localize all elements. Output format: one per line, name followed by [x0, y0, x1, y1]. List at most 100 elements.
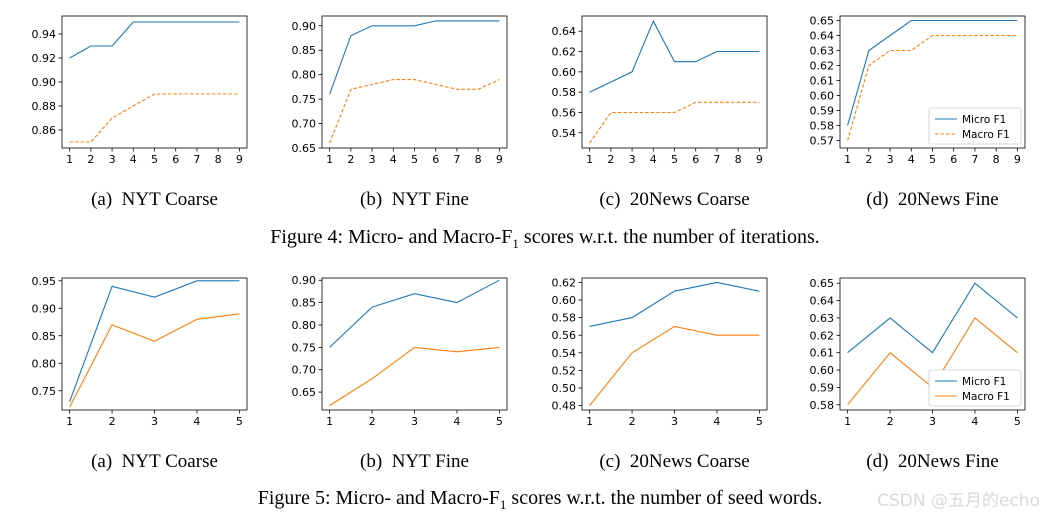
y-tick-label: 0.85 — [32, 330, 57, 343]
x-tick-label: 3 — [369, 153, 376, 166]
x-tick-label: 5 — [151, 153, 158, 166]
macro-f1-line — [329, 79, 500, 144]
subplot-caption: (a) NYT Coarse — [91, 451, 218, 472]
legend: Micro F1 Macro F1 — [928, 107, 1022, 145]
figure-5-caption: Figure 5: Micro- and Macro-F1 scores w.r… — [258, 487, 823, 512]
figure-5-caption-prefix: Figure 5: Micro- and Macro-F — [258, 487, 500, 509]
plot-frame — [61, 277, 248, 411]
x-tick-label: 4 — [390, 153, 397, 166]
x-tick-label: 8 — [993, 153, 1000, 166]
x-tick-label: 7 — [193, 153, 200, 166]
x-tick-label: 2 — [629, 415, 636, 428]
y-tick-label: 0.86 — [32, 124, 57, 137]
y-tick-label: 0.90 — [292, 20, 317, 33]
x-tick-label: 3 — [929, 415, 936, 428]
x-tick-label: 3 — [671, 415, 678, 428]
micro-f1-line — [847, 282, 1018, 354]
y-tick-label: 0.60 — [552, 294, 577, 307]
y-tick-label: 0.75 — [292, 341, 317, 354]
x-tick-label: 4 — [908, 153, 915, 166]
y-tick-label: 0.58 — [810, 399, 835, 412]
x-tick-label: 5 — [671, 153, 678, 166]
x-tick-label: 9 — [1014, 153, 1021, 166]
subplot-caption: (d) 20News Fine — [866, 189, 998, 210]
legend-entry: Micro F1 — [962, 114, 1006, 126]
watermark: CSDN @五月的echo — [877, 491, 1040, 511]
y-tick-label: 0.56 — [552, 106, 577, 119]
y-tick-label: 0.70 — [292, 364, 317, 377]
x-tick-label: 8 — [215, 153, 222, 166]
x-tick-label: 1 — [586, 153, 593, 166]
x-tick-label: 1 — [586, 415, 593, 428]
micro-f1-line — [589, 19, 760, 93]
x-tick-label: 5 — [496, 415, 503, 428]
micro-f1-line — [329, 20, 500, 95]
y-tick-label: 0.92 — [32, 52, 57, 65]
x-tick-label: 8 — [475, 153, 482, 166]
y-tick-label: 0.90 — [292, 274, 317, 287]
x-tick-label: 4 — [130, 153, 137, 166]
subplot-caption: (c) 20News Coarse — [599, 451, 749, 472]
micro-f1-line — [69, 21, 240, 59]
x-tick-label: 2 — [369, 415, 376, 428]
y-tick-label: 0.95 — [32, 275, 57, 288]
subplot-caption: (a) NYT Coarse — [91, 189, 218, 210]
x-tick-label: 3 — [411, 415, 418, 428]
y-tick-label: 0.58 — [810, 120, 835, 133]
figure-4-caption: Figure 4: Micro- and Macro-F1 scores w.r… — [270, 226, 820, 251]
macro-f1-line — [847, 34, 1018, 141]
subplot-5: 1 2 3 4 5 0.75 0.80 0.85 0.90 0.95 (a) NYT Coarse — [32, 275, 248, 472]
subplot-caption: (d) 20News Fine — [866, 451, 998, 472]
x-tick-label: 4 — [453, 415, 460, 428]
plot-frame — [581, 277, 768, 411]
subplot-caption: (b) NYT Fine — [360, 189, 469, 210]
x-tick-label: 6 — [692, 153, 699, 166]
x-tick-label: 1 — [844, 153, 851, 166]
legend-entry: Macro F1 — [962, 129, 1010, 141]
subplots: 1 2 3 4 5 6 7 8 9 0.86 0.88 0.90 0.92 0.94 (a) NYT Coa… — [32, 15, 1026, 472]
plot-frame — [61, 15, 248, 149]
y-tick-label: 0.61 — [810, 75, 835, 88]
figure-4-caption-prefix: Figure 4: Micro- and Macro-F — [270, 226, 512, 248]
y-tick-label: 0.62 — [552, 276, 577, 289]
subplot-7: 1 2 3 4 5 0.48 0.50 0.52 0.54 0.56 0.58 0.60 0.62 (c)… — [552, 276, 768, 472]
y-tick-label: 0.63 — [810, 312, 835, 325]
y-tick-label: 0.85 — [292, 297, 317, 310]
y-tick-label: 0.80 — [32, 357, 57, 370]
y-tick-label: 0.90 — [32, 302, 57, 315]
x-tick-label: 5 — [236, 415, 243, 428]
macro-f1-line — [329, 346, 500, 406]
subplot-3: 1 2 3 4 5 6 7 8 9 0.54 0.56 0.58 0.60 0.62 0.64 (c) 20N… — [552, 15, 768, 210]
micro-f1-line — [329, 279, 500, 348]
x-tick-label: 2 — [109, 415, 116, 428]
macro-f1-line — [589, 101, 760, 144]
x-tick-label: 1 — [66, 153, 73, 166]
y-tick-label: 0.65 — [810, 15, 835, 28]
x-tick-label: 3 — [887, 153, 894, 166]
x-tick-label: 5 — [411, 153, 418, 166]
subplot-1: 1 2 3 4 5 6 7 8 9 0.86 0.88 0.90 0.92 0.94 (a) NYT Coa… — [32, 15, 248, 210]
y-tick-label: 0.88 — [32, 100, 57, 113]
x-tick-label: 2 — [347, 153, 354, 166]
x-tick-label: 1 — [844, 415, 851, 428]
y-tick-label: 0.64 — [810, 295, 835, 308]
y-tick-label: 0.85 — [292, 44, 317, 57]
y-tick-label: 0.65 — [292, 142, 317, 155]
y-tick-label: 0.59 — [810, 105, 835, 118]
x-tick-label: 8 — [735, 153, 742, 166]
y-tick-label: 0.62 — [552, 46, 577, 59]
y-tick-label: 0.62 — [810, 329, 835, 342]
y-tick-label: 0.56 — [552, 329, 577, 342]
y-tick-label: 0.58 — [552, 86, 577, 99]
y-tick-label: 0.75 — [32, 385, 57, 398]
y-tick-label: 0.59 — [810, 381, 835, 394]
x-tick-label: 4 — [193, 415, 200, 428]
x-tick-label: 7 — [713, 153, 720, 166]
y-tick-label: 0.57 — [810, 135, 835, 148]
subplot-caption: (b) NYT Fine — [360, 451, 469, 472]
x-tick-label: 9 — [756, 153, 763, 166]
x-tick-label: 3 — [109, 153, 116, 166]
y-tick-label: 0.58 — [552, 312, 577, 325]
legend-box — [928, 107, 1022, 145]
